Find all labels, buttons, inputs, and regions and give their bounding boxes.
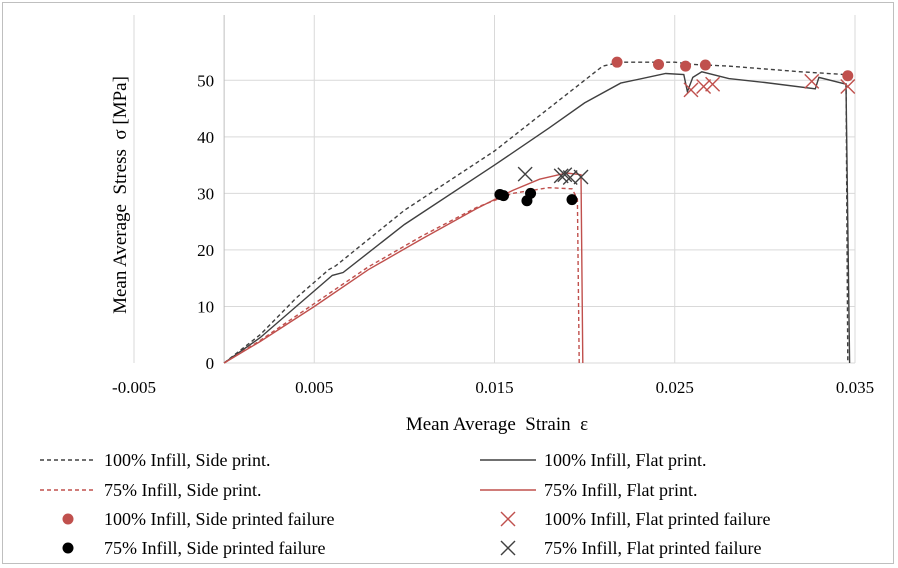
x-axis-label: Mean Average Strain ε — [406, 414, 588, 435]
failure-marker-2 — [840, 78, 856, 94]
legend-item-3: 75% Infill, Side print. — [40, 480, 261, 500]
series-lines — [223, 61, 851, 364]
y-tick-label: 30 — [197, 184, 214, 203]
legend-label: 75% Infill, Side print. — [104, 480, 261, 500]
failure-marker-1 — [680, 60, 692, 72]
failure-marker-4 — [517, 166, 533, 182]
legend-label: 75% Infill, Flat print. — [544, 480, 697, 500]
failure-markers — [494, 56, 856, 207]
legend-item-8: 75% Infill, Flat printed failure — [500, 538, 761, 558]
legend-label: 75% Infill, Flat printed failure — [544, 538, 761, 558]
x-tick-label: 0.035 — [836, 378, 874, 397]
y-tick-label: 40 — [197, 128, 214, 147]
y-tick-label: 20 — [197, 241, 214, 260]
legend-item-7: 75% Infill, Side printed failure — [62, 538, 325, 558]
failure-marker-2 — [696, 78, 712, 94]
legend-label: 100% Infill, Side print. — [104, 450, 270, 470]
legend-swatch — [62, 513, 74, 525]
legend-item-4: 75% Infill, Flat print. — [480, 480, 697, 500]
failure-marker-1 — [653, 58, 665, 70]
series-line-4 — [223, 172, 584, 364]
x-tick-label: 0.025 — [656, 378, 694, 397]
tick-labels: -0.005 0.005 0.015 0.025 0.035 0 10 20 30 40 50 — [112, 71, 874, 397]
legend-item-1: 100% Infill, Side print. — [40, 450, 270, 470]
x-stroke — [517, 166, 533, 182]
failure-marker-1 — [611, 56, 623, 68]
y-tick-label: 0 — [206, 354, 215, 373]
legend-item-6: 100% Infill, Flat printed failure — [500, 509, 770, 529]
x-tick-label: -0.005 — [112, 378, 156, 397]
x-stroke — [562, 170, 578, 186]
x-tick-label: 0.005 — [295, 378, 333, 397]
legend-label: 75% Infill, Side printed failure — [104, 538, 325, 558]
x-stroke — [683, 82, 699, 98]
x-stroke — [553, 168, 569, 184]
legend-label: 100% Infill, Flat print. — [544, 450, 706, 470]
legend: 100% Infill, Side print. 100% Infill, Fla… — [40, 450, 770, 558]
x-stroke — [500, 540, 516, 556]
failure-marker-3 — [566, 194, 578, 206]
y-tick-label: 50 — [197, 71, 214, 90]
failure-marker-2 — [705, 76, 721, 92]
x-stroke — [804, 73, 820, 89]
legend-label: 100% Infill, Side printed failure — [104, 509, 334, 529]
x-stroke — [705, 76, 721, 92]
legend-item-5: 100% Infill, Side printed failure — [62, 509, 334, 529]
failure-marker-3 — [521, 195, 533, 207]
failure-marker-4 — [553, 168, 569, 184]
legend-swatch — [500, 511, 516, 527]
x-tick-label: 0.015 — [475, 378, 513, 397]
legend-swatch — [62, 542, 74, 554]
x-stroke — [557, 167, 573, 183]
failure-marker-3 — [498, 190, 510, 202]
failure-marker-1 — [699, 59, 711, 71]
legend-item-2: 100% Infill, Flat print. — [480, 450, 706, 470]
series-line-1 — [223, 61, 849, 364]
failure-marker-2 — [804, 73, 820, 89]
y-axis-label: Mean Average Stress σ [MPa] — [110, 76, 131, 314]
x-stroke — [840, 78, 856, 94]
series-line-2 — [223, 71, 851, 364]
series-line-3 — [223, 186, 580, 364]
x-stroke — [573, 169, 589, 185]
failure-marker-4 — [557, 167, 573, 183]
grid — [133, 15, 856, 364]
failure-marker-4 — [573, 169, 589, 185]
x-stroke — [696, 78, 712, 94]
legend-label: 100% Infill, Flat printed failure — [544, 509, 770, 529]
failure-marker-1 — [842, 70, 854, 82]
failure-marker-2 — [683, 82, 699, 98]
y-tick-label: 10 — [197, 297, 214, 316]
x-stroke — [500, 511, 516, 527]
legend-swatch — [500, 540, 516, 556]
